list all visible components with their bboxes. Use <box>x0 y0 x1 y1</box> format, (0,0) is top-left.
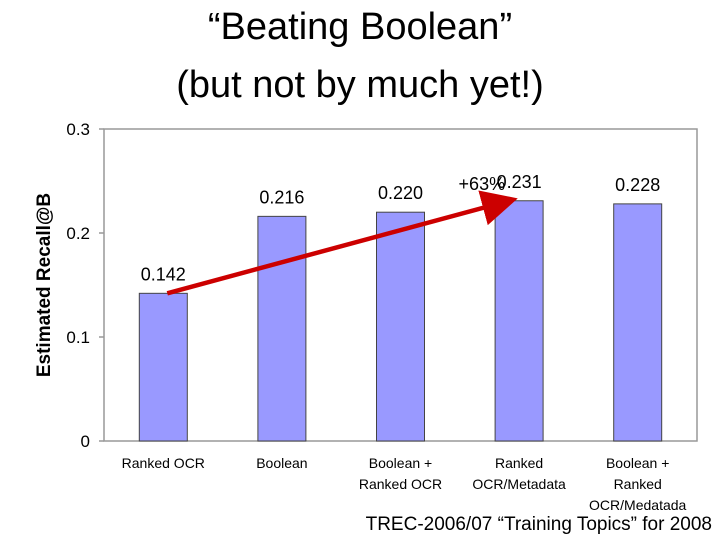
bar-value-label: 0.231 <box>497 172 542 192</box>
bar-value-label: 0.228 <box>615 175 660 195</box>
x-category-label: Ranked OCR/Metadata <box>472 455 566 492</box>
bar <box>257 215 307 442</box>
slide-title-line-2: (but not by much yet!) <box>176 64 544 106</box>
bar <box>138 292 188 442</box>
improvement-annotation: +63% <box>459 174 506 194</box>
x-category-label: Boolean <box>256 455 307 471</box>
improvement-arrow <box>166 190 518 296</box>
bar <box>613 203 663 442</box>
x-category-label: Boolean + Ranked OCR/Medatada <box>589 455 686 513</box>
y-tick-label: 0.1 <box>66 328 90 347</box>
y-tick-label: 0 <box>81 432 90 451</box>
bar-value-label: 0.216 <box>259 187 304 207</box>
bar <box>376 211 425 442</box>
bar <box>494 200 544 442</box>
bar-value-label: 0.220 <box>378 183 423 203</box>
x-category-label: Ranked OCR <box>122 455 205 471</box>
slide-title-line-1: “Beating Boolean” <box>207 6 513 48</box>
y-tick-label: 0.2 <box>66 224 90 243</box>
x-category-label: Boolean + Ranked OCR <box>359 455 442 492</box>
bar-value-label: 0.142 <box>141 264 186 284</box>
footnote: TREC-2006/07 “Training Topics” for 2008 <box>365 514 712 535</box>
y-axis-label: Estimated Recall@B <box>34 193 55 377</box>
y-tick-label: 0.3 <box>66 120 90 139</box>
